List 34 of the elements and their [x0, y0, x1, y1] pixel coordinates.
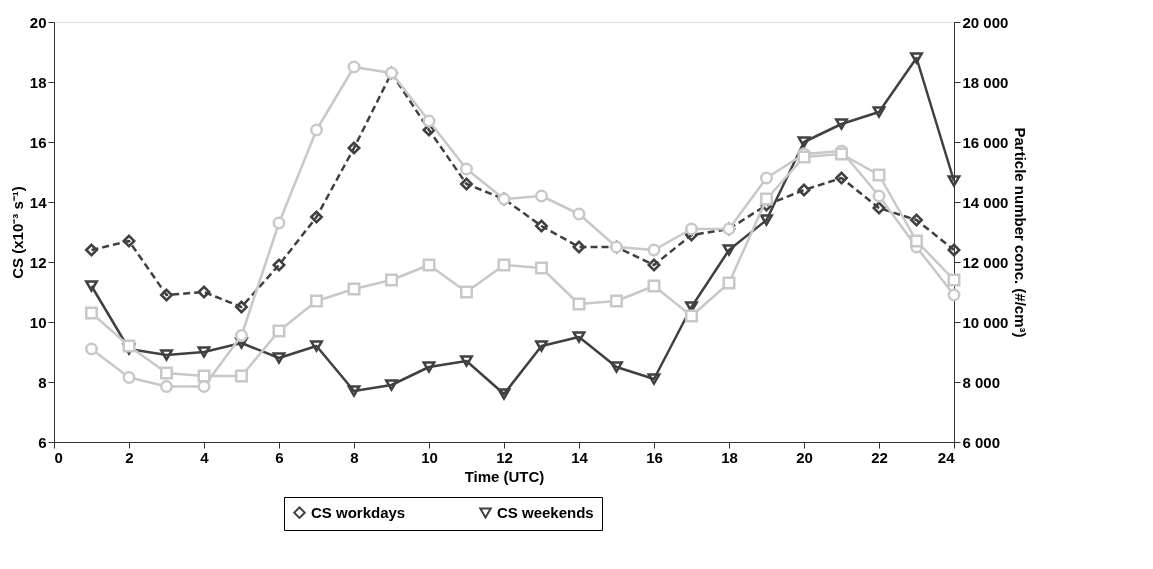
- x-tick-label: 24: [937, 448, 956, 466]
- y2-tick-label: 12 000: [962, 253, 1009, 271]
- x-tick-label: 12: [496, 448, 513, 466]
- y2-tick-label: 6 000: [962, 433, 1001, 451]
- x-tick-label: 8: [350, 448, 359, 466]
- x-tick-label: 16: [646, 448, 663, 466]
- y-tick-label: 16: [29, 133, 47, 151]
- y-tick-label: 18: [29, 73, 47, 91]
- y2-tick-label: 14 000: [962, 193, 1009, 211]
- y-tick-label: 8: [38, 373, 47, 391]
- x-tick-label: 0: [54, 448, 63, 466]
- y-axis-title: CS (x10⁻³ s⁻¹): [8, 186, 26, 279]
- x-tick-label: 18: [721, 448, 738, 466]
- y-tick-label: 14: [29, 193, 48, 211]
- y-tick-label: 20: [29, 13, 47, 31]
- y2-tick-label: 16 000: [962, 133, 1009, 151]
- y2-tick-label: 10 000: [962, 313, 1009, 331]
- y2-tick-label: 20 000: [962, 13, 1009, 31]
- x-tick-label: 4: [200, 448, 210, 466]
- legend-label: CS weekends: [497, 503, 594, 521]
- legend-label: CS workdays: [311, 503, 406, 521]
- x-tick-label: 2: [125, 448, 134, 466]
- x-tick-label: 10: [421, 448, 438, 466]
- x-tick-label: 14: [571, 448, 589, 466]
- x-axis-title: Time (UTC): [464, 467, 545, 485]
- y2-tick-label: 8 000: [962, 373, 1001, 391]
- y-tick-label: 10: [29, 313, 47, 331]
- y2-axis-title: Particle number conc. (#/cm³): [1012, 127, 1030, 338]
- x-tick-label: 22: [871, 448, 888, 466]
- x-tick-label: 6: [275, 448, 284, 466]
- x-tick-label: 20: [796, 448, 813, 466]
- y-tick-label: 6: [38, 433, 47, 451]
- y2-tick-label: 18 000: [962, 73, 1009, 91]
- y-tick-label: 12: [29, 253, 47, 271]
